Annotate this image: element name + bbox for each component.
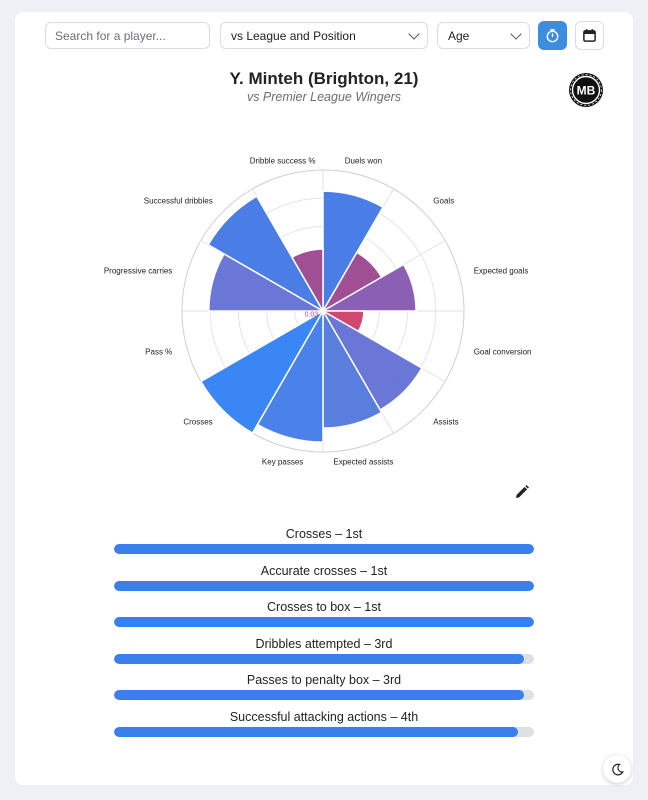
- ranking-bar-track: [114, 726, 534, 737]
- sector-value-label: 0.48: [353, 272, 367, 279]
- ranking-bar-track: [114, 690, 534, 701]
- category-label: Expected assists: [333, 458, 393, 467]
- radar-sector: [320, 263, 417, 312]
- category-label: Duels won: [345, 156, 382, 165]
- sector-value-label: 0.93: [286, 420, 300, 427]
- ranking-bar-track: [114, 580, 534, 591]
- sector-value-label: 0.81: [386, 378, 400, 385]
- ranking-row: Dribbles attempted – 3rd: [114, 636, 534, 673]
- pencil-icon[interactable]: [514, 484, 530, 500]
- ranking-bar-fill: [114, 617, 534, 628]
- brand-logo: MB: [569, 73, 603, 107]
- age-select-value: Age: [448, 28, 470, 43]
- timer-button[interactable]: [538, 21, 567, 50]
- calendar-icon: [583, 29, 596, 42]
- player-search[interactable]: [45, 22, 210, 49]
- ranking-label: Accurate crosses – 1st: [260, 563, 388, 578]
- category-label: Crosses: [183, 417, 212, 426]
- ranking-label: Crosses – 1st: [285, 527, 363, 541]
- ranking-label: Dribbles attempted – 3rd: [255, 636, 393, 651]
- category-label: Assists: [433, 417, 458, 426]
- radar-sector: [199, 308, 326, 435]
- radar-sector: [322, 190, 384, 314]
- sector-value-label: 0.03: [305, 312, 319, 319]
- category-label: Dribble success %: [250, 156, 316, 165]
- ranking-row: Crosses to box – 1st: [114, 599, 534, 636]
- sector-value-label: 1.00: [228, 397, 242, 404]
- clock-icon: [546, 28, 559, 43]
- category-label: Progressive carries: [104, 267, 172, 276]
- sector-value-label: 0.44: [304, 264, 318, 271]
- ranking-row: Accurate crosses – 1st: [114, 563, 534, 600]
- ranking-bar-fill: [114, 653, 524, 664]
- ranking-bar-fill: [114, 726, 519, 737]
- category-label: Goals: [433, 197, 454, 206]
- page-subtitle: vs Premier League Wingers: [246, 90, 402, 104]
- sector-value-label: 0.81: [221, 283, 235, 290]
- sector-value-label: 0.94: [234, 226, 248, 233]
- ranking-label: Passes to penalty box – 3rd: [246, 673, 402, 688]
- category-label: Expected goals: [474, 267, 529, 276]
- radar-sector: [207, 195, 326, 314]
- comparison-select[interactable]: vs League and Position: [220, 22, 428, 49]
- search-input[interactable]: [55, 28, 209, 43]
- logo-text: MB: [577, 84, 596, 98]
- category-label: Pass %: [145, 347, 172, 356]
- ranking-bar-fill: [114, 580, 534, 591]
- sector-value-label: 0.66: [391, 289, 405, 296]
- ranking-label: Successful attacking actions – 4th: [229, 709, 419, 724]
- ranking-label: Crosses to box – 1st: [267, 600, 381, 615]
- radar-sector: [290, 248, 324, 314]
- moon-icon: [611, 763, 624, 775]
- ranking-row: Successful attacking actions – 4th: [114, 709, 534, 746]
- ranking-bar-fill: [114, 690, 524, 701]
- ranking-bar-track: [114, 544, 534, 554]
- theme-toggle-button[interactable]: [603, 755, 631, 783]
- sector-value-label: 0.85: [343, 208, 357, 215]
- category-label: Goal conversion: [474, 347, 532, 356]
- ranking-row: Passes to penalty box – 3rd: [114, 672, 534, 709]
- ranking-bar-track: [114, 617, 534, 628]
- category-label: Successful dribbles: [144, 197, 213, 206]
- ranking-row: Crosses – 1st: [114, 526, 534, 563]
- category-label: Key passes: [262, 458, 303, 467]
- calendar-button[interactable]: [575, 21, 604, 50]
- comparison-select-value: vs League and Position: [231, 28, 356, 43]
- age-select[interactable]: Age: [437, 22, 530, 49]
- page-title: Y. Minteh (Brighton, 21): [229, 69, 419, 88]
- sector-value-label: 0.83: [342, 406, 356, 413]
- ranking-bar-fill: [114, 544, 534, 554]
- rankings-list: Crosses – 1st Accurate crosses – 1st Cross…: [114, 526, 534, 746]
- sector-value-label: 0.29: [340, 315, 354, 322]
- ranking-bar-track: [114, 653, 534, 664]
